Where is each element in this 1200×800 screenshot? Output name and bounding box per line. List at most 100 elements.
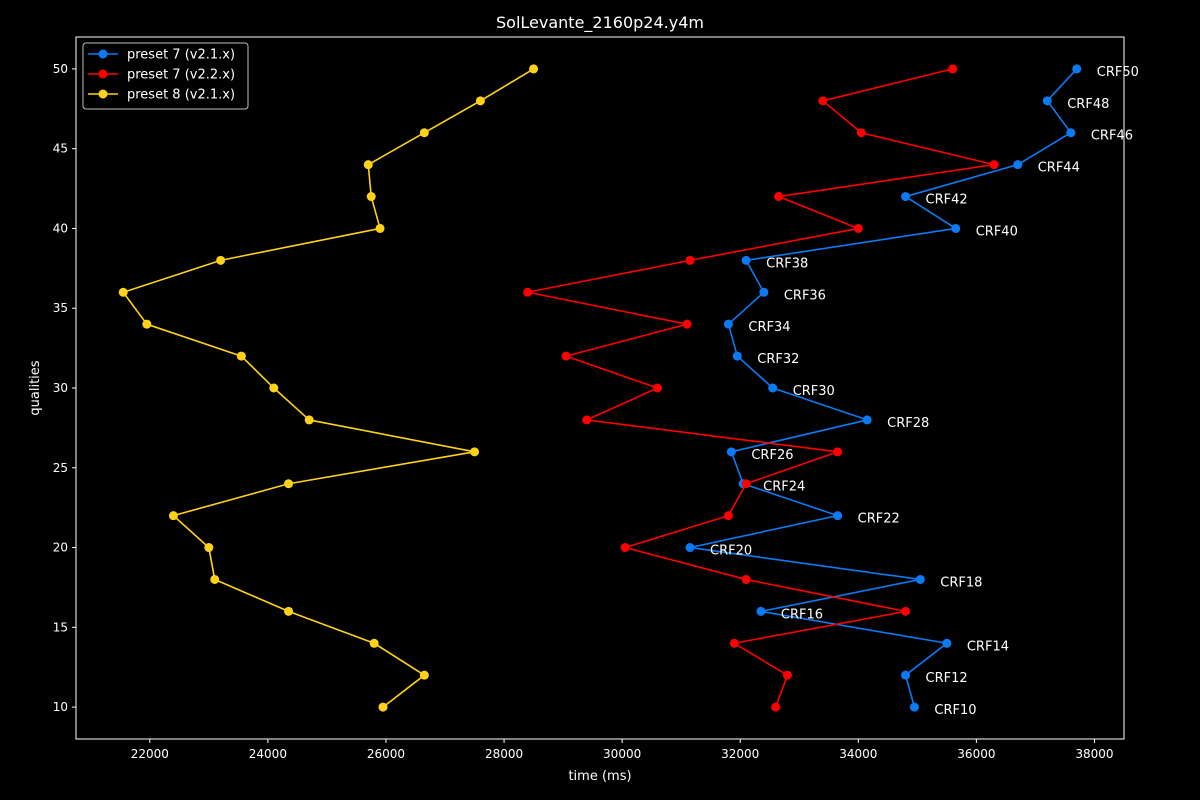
x-tick-label: 34000 (839, 747, 877, 761)
y-tick-label: 20 (53, 541, 68, 555)
data-point (759, 287, 769, 297)
axis-ticks: 22000 24000 26000 28000 30000 32000 34000 36000… (53, 62, 1114, 761)
y-tick-label: 40 (53, 221, 68, 235)
data-point (833, 511, 843, 521)
data-point (269, 383, 279, 393)
data-point (529, 64, 539, 74)
crf-annotation: CRF26 (751, 448, 793, 463)
crf-annotation: CRF50 (1097, 65, 1139, 80)
data-point (204, 543, 214, 553)
data-point (369, 638, 379, 648)
annotation-layer: CRF50 CRF48 CRF46 CRF44 CRF42 CRF40 CRF38 CRF36… (710, 65, 1139, 718)
data-point (1013, 160, 1023, 170)
data-point (901, 606, 911, 616)
data-point (685, 255, 695, 265)
data-point (419, 670, 429, 680)
data-point (942, 638, 952, 648)
series-layer (118, 64, 1082, 712)
legend-item: preset 8 (v2.1.x) (88, 88, 235, 103)
crf-annotation: CRF18 (940, 575, 982, 590)
data-point (741, 479, 751, 489)
data-point (284, 606, 294, 616)
data-point (729, 638, 739, 648)
crf-annotation: CRF30 (793, 384, 835, 399)
data-point (915, 574, 925, 584)
legend-marker (98, 69, 108, 79)
data-point (771, 702, 781, 712)
data-point (856, 128, 866, 138)
data-point (620, 543, 630, 553)
data-point (419, 128, 429, 138)
crf-annotation: CRF48 (1067, 97, 1109, 112)
data-point (375, 223, 385, 233)
data-point (142, 319, 152, 329)
data-point (653, 383, 663, 393)
series-2 (118, 64, 539, 712)
crf-annotation: CRF44 (1038, 161, 1080, 176)
data-point (741, 574, 751, 584)
x-tick-label: 28000 (485, 747, 523, 761)
data-point (304, 415, 314, 425)
data-point (685, 543, 695, 553)
data-point (862, 415, 872, 425)
x-tick-label: 32000 (721, 747, 759, 761)
data-point (378, 702, 388, 712)
crf-annotation: CRF38 (766, 256, 808, 271)
data-point (470, 447, 480, 457)
data-point (210, 574, 220, 584)
y-tick-label: 25 (53, 461, 68, 475)
data-point (768, 383, 778, 393)
data-point (1042, 96, 1052, 106)
data-point (951, 223, 961, 233)
data-point (366, 192, 376, 202)
x-tick-label: 22000 (131, 747, 169, 761)
data-point (726, 447, 736, 457)
data-point (236, 351, 246, 361)
data-point (582, 415, 592, 425)
series-0 (685, 64, 1082, 712)
data-point (909, 702, 919, 712)
data-point (1072, 64, 1082, 74)
data-point (948, 64, 958, 74)
legend-item: preset 7 (v2.1.x) (88, 48, 235, 63)
x-tick-label: 36000 (957, 747, 995, 761)
data-point (774, 192, 784, 202)
crf-annotation: CRF20 (710, 544, 752, 559)
data-point (732, 351, 742, 361)
crf-annotation: CRF10 (934, 703, 976, 718)
y-tick-label: 30 (53, 381, 68, 395)
x-tick-label: 26000 (367, 747, 405, 761)
data-point (216, 255, 226, 265)
legend-marker (98, 89, 108, 99)
legend-label: preset 8 (v2.1.x) (127, 88, 235, 103)
crf-annotation: CRF14 (967, 639, 1009, 654)
data-point (118, 287, 128, 297)
chart-title: SolLevante_2160p24.y4m (496, 13, 704, 33)
crf-annotation: CRF46 (1091, 129, 1133, 144)
data-point (561, 351, 571, 361)
crf-annotation: CRF28 (887, 416, 929, 431)
crf-annotation: CRF12 (926, 671, 968, 686)
data-point (756, 606, 766, 616)
x-tick-label: 24000 (249, 747, 287, 761)
crf-annotation: CRF40 (976, 224, 1018, 239)
crf-annotation: CRF24 (763, 480, 805, 495)
data-point (901, 670, 911, 680)
legend-marker (98, 49, 108, 59)
y-tick-label: 10 (53, 700, 68, 714)
legend-item: preset 7 (v2.2.x) (88, 68, 235, 83)
data-point (284, 479, 294, 489)
data-point (818, 96, 828, 106)
legend-label: preset 7 (v2.1.x) (127, 48, 235, 63)
crf-annotation: CRF16 (781, 607, 823, 622)
data-point (168, 511, 178, 521)
data-point (989, 160, 999, 170)
data-point (475, 96, 485, 106)
crf-annotation: CRF42 (926, 193, 968, 208)
data-point (782, 670, 792, 680)
y-tick-label: 45 (53, 142, 68, 156)
data-point (682, 319, 692, 329)
data-point (723, 319, 733, 329)
